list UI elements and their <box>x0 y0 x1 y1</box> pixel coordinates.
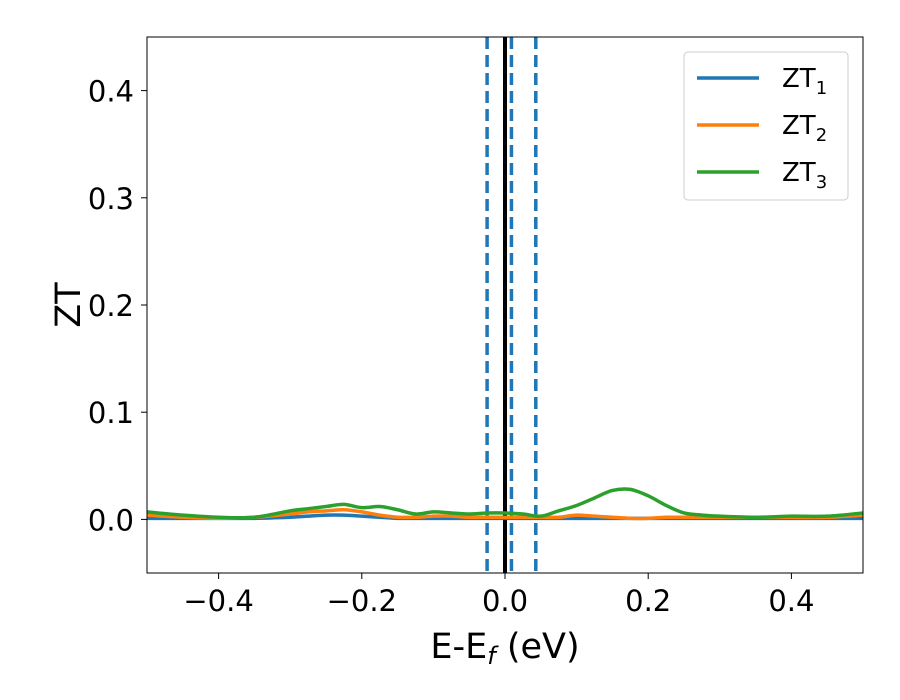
y-tick-label: 0.1 <box>88 396 134 430</box>
y-tick-label: 0.3 <box>88 182 134 216</box>
series-line-zt3 <box>147 487 863 520</box>
reference-lines <box>485 37 538 573</box>
x-axis-label-main: E-E <box>430 627 487 667</box>
x-axis-label: E-Ef (eV) <box>430 627 579 670</box>
x-tick-label: 0.4 <box>768 584 814 618</box>
legend: ZT1 ZT2 ZT3 <box>683 51 849 201</box>
y-axis: 0.0 0.1 0.2 0.3 0.4 <box>88 75 147 537</box>
y-tick-label: 0.4 <box>88 75 134 109</box>
legend-item-zt2: ZT2 <box>697 111 827 146</box>
x-tick-label: 0.2 <box>625 584 671 618</box>
x-axis: −0.4 −0.2 0.0 0.2 0.4 <box>183 573 814 618</box>
legend-item-zt1: ZT1 <box>697 64 827 99</box>
series-lines <box>147 487 863 521</box>
legend-label: ZT1 <box>782 64 827 99</box>
x-tick-label: −0.2 <box>327 584 397 618</box>
legend-label: ZT3 <box>782 158 827 193</box>
legend-box <box>683 51 849 201</box>
legend-label: ZT2 <box>782 111 827 146</box>
legend-item-zt3: ZT3 <box>697 158 827 193</box>
x-tick-label: 0.0 <box>482 584 528 618</box>
y-tick-label: 0.0 <box>88 503 134 537</box>
series-line-zt2 <box>147 507 863 521</box>
y-tick-label: 0.2 <box>88 289 134 323</box>
y-axis-label: ZT <box>49 282 89 328</box>
x-tick-label: −0.4 <box>183 584 253 618</box>
x-axis-label-unit: (eV) <box>496 627 580 667</box>
